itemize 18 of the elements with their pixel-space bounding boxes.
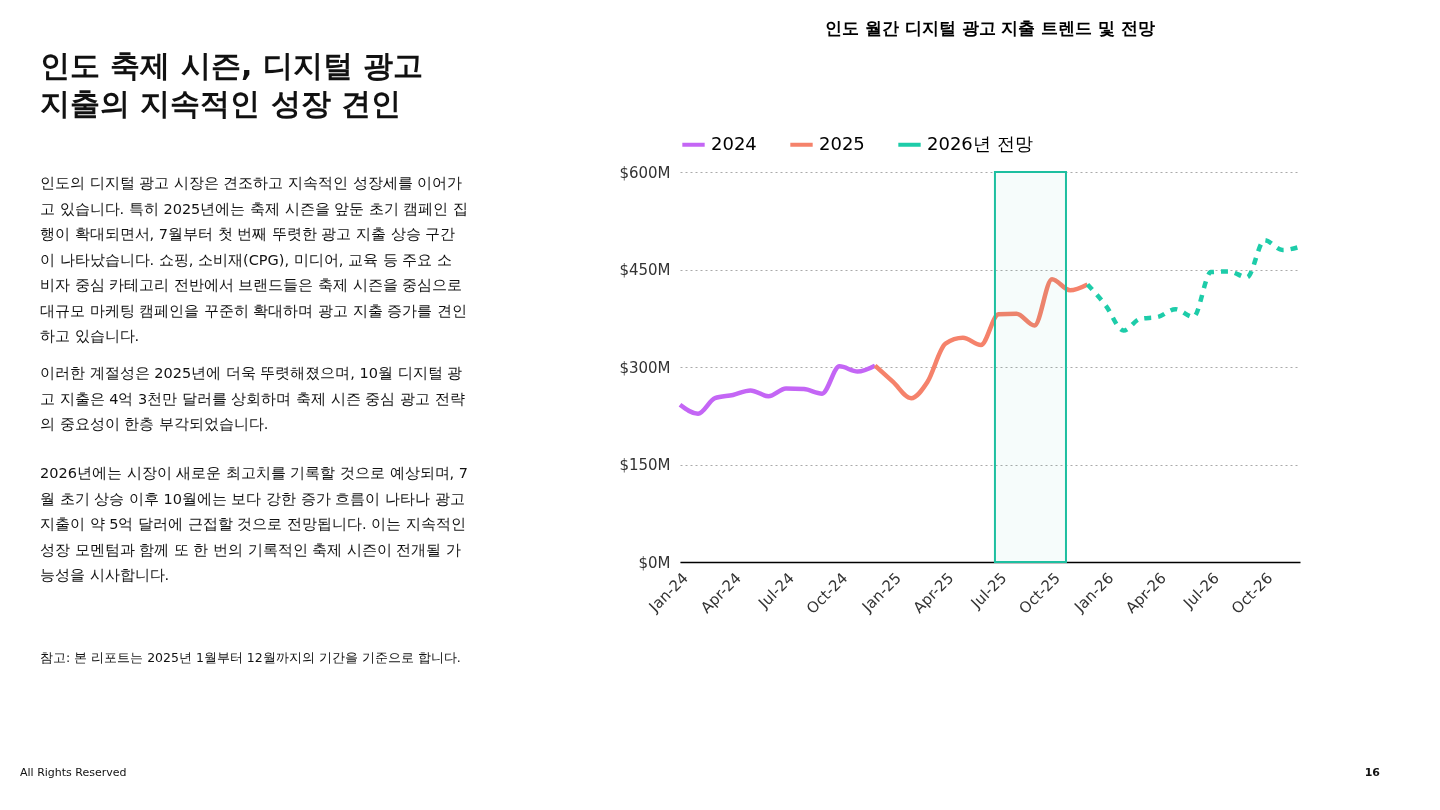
y-tick-label: $150M bbox=[619, 456, 671, 474]
text: 인도 축제 시즌, 디지털 광고 지출의 지속적인 성장 견인 bbox=[40, 48, 424, 121]
text: 참고: 본 리포트는 2025년 1월부터 12월까지의 기간을 기준으로 합니다. bbox=[40, 650, 461, 665]
text: 인도의 디지털 광고 시장은 견조하고 지속적인 성장세를 이어가 고 있습니다. 특히 2025년에는 축제 시즌을 앞둔 초기 캠페인 집 행이 확대되면서, 7월부터 첫 번째 뚜렷한 광고 지출 상승 구간 이 나타났습니다. 쇼핑, 소비재(CPG), 미디어, 교육 등 주요 소 비자 중심 카테고리 전반에서 브랜드들은 축제 시즌을 중심으로 대규모 마케팅 캠페인을 꾸준히 확대하며 광고 지출 증가를 견인 하고 있습니다. bbox=[40, 175, 468, 344]
legend-label: 2026년 전망 bbox=[927, 132, 1033, 154]
legend-label: 2024 bbox=[711, 132, 757, 154]
line-series bbox=[677, 363, 878, 417]
y-tick-label: $300M bbox=[619, 358, 671, 377]
chart-title: 인도 월간 디지털 광고 지출 트렌드 및 전망 bbox=[824, 18, 1156, 38]
text: All Rights Reserved bbox=[20, 766, 127, 779]
y-tick-label: $600M bbox=[619, 163, 671, 182]
y-tick-label: $450M bbox=[619, 261, 671, 279]
text: 이러한 계절성은 2025년에 더욱 뚜렷해졌으며, 10월 디지털 광 고 지출은 4억 3천만 달러를 상회하며 축제 시즌 중심 광고 전략 의 중요성이 한층 부각되었습니다. bbox=[40, 365, 465, 432]
y-tick-label: $0M bbox=[638, 553, 671, 572]
text: 2026년에는 시장이 새로운 최고치를 기록할 것으로 예상되며, 7 월 초기 상승 이후 10월에는 보다 강한 증가 흐름이 나타나 광고 지출이 약 5억 달러에 근접할 것으로 전망됩니다. 이는 지속적인 성장 모멘텀과 함께 또 한 번의 기록적인 축제 시즌이 전개될 가 능성을 시사합니다. bbox=[40, 465, 468, 583]
legend-label: 2025 bbox=[819, 132, 865, 154]
line-series bbox=[872, 277, 1090, 401]
text: 16 bbox=[1364, 766, 1381, 779]
